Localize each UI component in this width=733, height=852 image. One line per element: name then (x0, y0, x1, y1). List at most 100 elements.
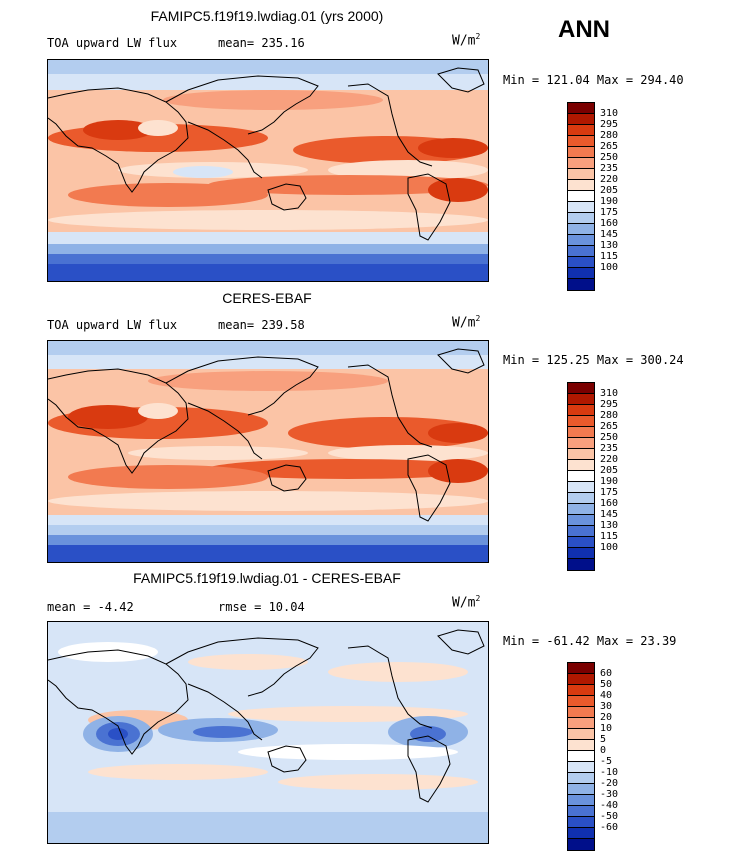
colorbar-level-label: 130 (600, 240, 619, 251)
colorbar-swatch (568, 224, 594, 235)
colorbar-level-label: 280 (600, 130, 619, 141)
panel-1-map (47, 59, 489, 282)
colorbar-swatch (568, 246, 594, 257)
colorbar-level-label: 115 (600, 531, 619, 542)
panel-1-title: FAMIPC5.f19f19.lwdiag.01 (yrs 2000) (150, 8, 384, 24)
coastline-outlines (48, 629, 485, 803)
colorbar-level-label: 265 (600, 141, 619, 152)
colorbar-level-label: 175 (600, 487, 619, 498)
colorbar-swatch (568, 438, 594, 449)
panel-3-rmse-label: rmse = 10.04 (218, 600, 305, 614)
colorbar-level-label: 310 (600, 388, 619, 399)
colorbar-swatch (568, 416, 594, 427)
colorbar-swatch (568, 191, 594, 202)
colorbar-swatch (568, 279, 594, 290)
colorbar-swatch (568, 103, 594, 114)
panel-2-title: CERES-EBAF (222, 290, 312, 306)
colorbar-level-label: 10 (600, 723, 613, 734)
colorbar-swatch (568, 806, 594, 817)
panel-1-variable-label: TOA upward LW flux (47, 36, 178, 50)
colorbar-swatch (568, 729, 594, 740)
panel-2-colorbar (567, 382, 595, 571)
panel-2-map (47, 340, 489, 563)
colorbar-swatch (568, 707, 594, 718)
panel-3-title: FAMIPC5.f19f19.lwdiag.01 - CERES-EBAF (133, 570, 401, 586)
colorbar-level-label: -20 (600, 778, 619, 789)
colorbar-swatch (568, 784, 594, 795)
colorbar-swatch (568, 515, 594, 526)
colorbar-swatch (568, 696, 594, 707)
colorbar-swatch (568, 147, 594, 158)
panel-1-mean-label: mean= 235.16 (218, 36, 305, 50)
colorbar-level-label: 40 (600, 690, 613, 701)
colorbar-swatch (568, 202, 594, 213)
colorbar-swatch (568, 125, 594, 136)
panel-2-units: W/m2 (452, 314, 481, 331)
panel-2-colorbar-labels: 310 295 280 265 250 235 220 205 190 175 160 145 130 1… (600, 388, 618, 553)
panel-3-colorbar (567, 662, 595, 851)
colorbar-swatch (568, 740, 594, 751)
colorbar-level-label: 280 (600, 410, 619, 421)
colorbar-swatch (568, 674, 594, 685)
colorbar-swatch (568, 663, 594, 674)
colorbar-level-label: 250 (600, 432, 619, 443)
colorbar-level-label: 50 (600, 679, 613, 690)
colorbar-level-label: 20 (600, 712, 613, 723)
coastline-outlines (48, 348, 485, 522)
colorbar-level-label: 175 (600, 207, 619, 218)
colorbar-swatch (568, 268, 594, 279)
panel-2-variable-label: TOA upward LW flux (47, 318, 178, 332)
season-label: ANN (558, 16, 610, 43)
panel-3-mean-label: mean = -4.42 (47, 600, 134, 614)
colorbar-level-label: 220 (600, 454, 619, 465)
colorbar-swatch (568, 504, 594, 515)
panel-1-units: W/m2 (452, 32, 481, 49)
panel-1-minmax: Min = 121.04 Max = 294.40 (503, 73, 684, 87)
colorbar-level-label: 220 (600, 174, 619, 185)
colorbar-level-label: 190 (600, 476, 619, 487)
colorbar-swatch (568, 394, 594, 405)
colorbar-level-label: 145 (600, 509, 619, 520)
panel-1-colorbar (567, 102, 595, 291)
panel-2-mean-label: mean= 239.58 (218, 318, 305, 332)
colorbar-level-label: 60 (600, 668, 613, 679)
colorbar-swatch (568, 405, 594, 416)
colorbar-swatch (568, 136, 594, 147)
panel-3-colorbar-labels: 60 50 40 30 20 10 5 0 -5 -10 -20 -30 -40 -50 -60 (600, 668, 618, 833)
panel-1-colorbar-labels: 310 295 280 265 250 235 220 205 190 175 160 145 130 1… (600, 108, 618, 273)
colorbar-level-label: -60 (600, 822, 619, 833)
colorbar-swatch (568, 839, 594, 850)
colorbar-level-label: 205 (600, 465, 619, 476)
colorbar-swatch (568, 180, 594, 191)
colorbar-level-label: 145 (600, 229, 619, 240)
colorbar-swatch (568, 828, 594, 839)
colorbar-level-label: 160 (600, 498, 619, 509)
coastline-outlines (48, 67, 485, 241)
panel-2-minmax: Min = 125.25 Max = 300.24 (503, 353, 684, 367)
panel-3-units: W/m2 (452, 594, 481, 611)
colorbar-level-label: 235 (600, 443, 619, 454)
colorbar-level-label: 205 (600, 185, 619, 196)
colorbar-swatch (568, 114, 594, 125)
colorbar-swatch (568, 169, 594, 180)
colorbar-level-label: 295 (600, 119, 619, 130)
colorbar-level-label: 100 (600, 542, 619, 553)
colorbar-swatch (568, 537, 594, 548)
colorbar-level-label: -50 (600, 811, 619, 822)
colorbar-swatch (568, 493, 594, 504)
colorbar-level-label: 250 (600, 152, 619, 163)
colorbar-swatch (568, 482, 594, 493)
colorbar-level-label: 160 (600, 218, 619, 229)
colorbar-level-label: -10 (600, 767, 619, 778)
colorbar-swatch (568, 559, 594, 570)
colorbar-swatch (568, 751, 594, 762)
panel-3-map (47, 621, 489, 844)
colorbar-swatch (568, 235, 594, 246)
colorbar-swatch (568, 158, 594, 169)
colorbar-swatch (568, 213, 594, 224)
colorbar-level-label: 310 (600, 108, 619, 119)
colorbar-level-label: 100 (600, 262, 619, 273)
colorbar-level-label: 235 (600, 163, 619, 174)
colorbar-level-label: 0 (600, 745, 607, 756)
colorbar-swatch (568, 718, 594, 729)
